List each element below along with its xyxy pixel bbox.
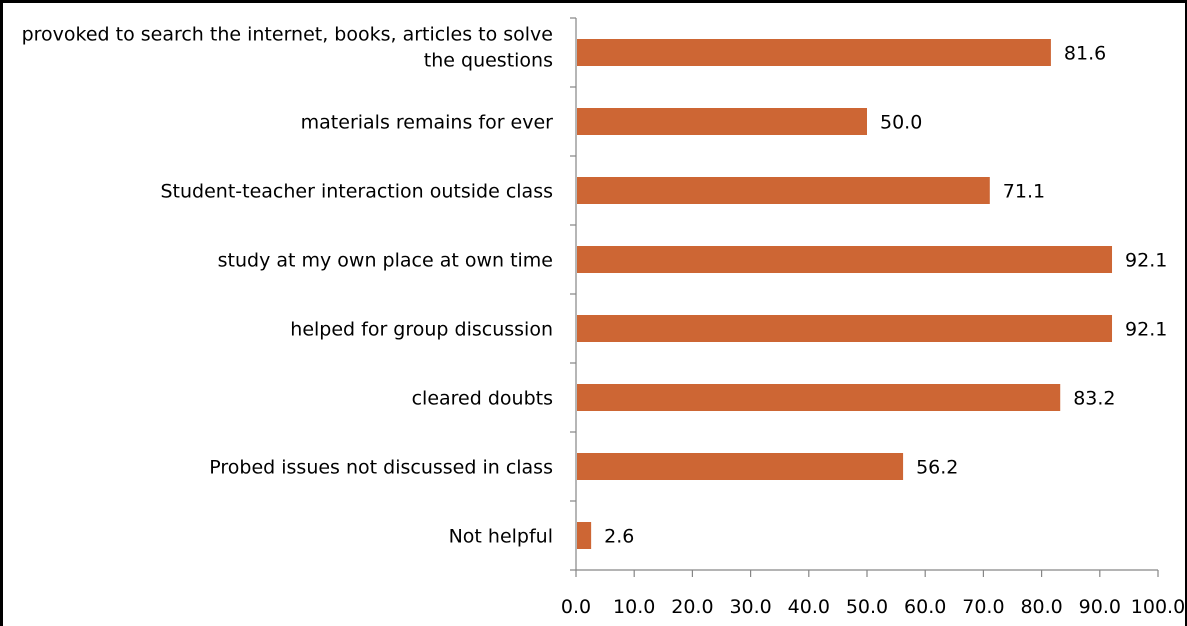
category-label-line: study at my own place at own time [218,250,553,272]
x-tick-label: 40.0 [788,596,830,618]
category-label: materials remains for ever [301,112,554,134]
category-label-line: provoked to search the internet, books, … [22,24,553,46]
data-label: 81.6 [1064,43,1106,65]
x-tick-label: 30.0 [729,596,771,618]
category-label: study at my own place at own time [218,250,553,272]
x-tick-label: 70.0 [962,596,1004,618]
bar [577,315,1113,342]
data-label: 83.2 [1073,388,1115,410]
data-label: 56.2 [916,457,958,479]
bar [577,522,592,549]
chart-labels: 0.0 10.0 20.0 30.0 40.0 50.0 60.0 70.0 80.0 90.0 1… [22,24,1186,619]
category-label-line: the questions [424,50,553,72]
category-label: cleared doubts [412,388,553,410]
x-tick-label: 80.0 [1020,596,1062,618]
bar [577,246,1113,273]
x-tick-label: 10.0 [613,596,655,618]
category-label: helped for group discussion [290,319,553,341]
category-label: Not helpful [449,526,553,548]
bar [577,453,904,480]
chart-bars [577,39,1113,549]
x-tick-label: 50.0 [846,596,888,618]
category-label: Probed issues not discussed in class [209,457,553,479]
chart-axes [570,17,1159,577]
data-label: 92.1 [1125,250,1167,272]
category-label-line: Student-teacher interaction outside clas… [160,181,553,203]
x-tick-label: 20.0 [671,596,713,618]
x-tick-label: 0.0 [561,596,591,618]
category-label-line: Probed issues not discussed in class [209,457,553,479]
category-label-line: helped for group discussion [290,319,553,341]
data-label: 92.1 [1125,319,1167,341]
x-tick-label: 90.0 [1079,596,1121,618]
data-label: 2.6 [604,526,634,548]
bar [577,177,990,204]
category-label-line: Not helpful [449,526,553,548]
category-label: Student-teacher interaction outside clas… [160,181,553,203]
category-label-line: materials remains for ever [301,112,554,134]
x-tick-label: 100.0 [1131,596,1185,618]
x-tick-label: 60.0 [904,596,946,618]
bar [577,108,867,135]
data-label: 50.0 [880,112,922,134]
bar [577,384,1061,411]
category-label-line: cleared doubts [412,388,553,410]
data-label: 71.1 [1003,181,1045,203]
category-label: provoked to search the internet, books, … [22,24,553,72]
bar [577,39,1051,66]
